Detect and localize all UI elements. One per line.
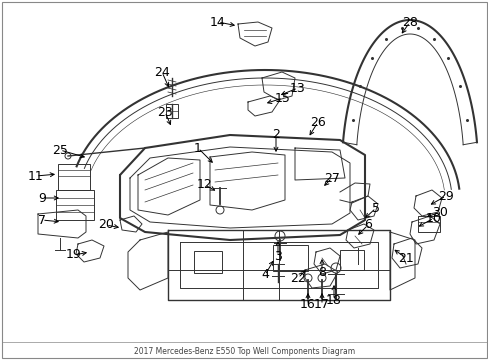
Text: 12: 12 xyxy=(197,179,212,192)
Bar xyxy=(339,250,363,270)
Bar xyxy=(56,190,94,220)
Text: 28: 28 xyxy=(401,15,417,28)
Text: 25: 25 xyxy=(52,144,68,157)
Bar xyxy=(272,245,307,271)
Text: 1: 1 xyxy=(194,141,202,154)
Text: 24: 24 xyxy=(154,66,169,78)
Text: 6: 6 xyxy=(364,219,371,231)
Text: 17: 17 xyxy=(313,298,329,311)
Text: 29: 29 xyxy=(437,189,453,202)
Bar xyxy=(194,251,222,273)
Text: 30: 30 xyxy=(431,206,447,219)
Text: 22: 22 xyxy=(289,271,305,284)
Text: 2: 2 xyxy=(271,129,279,141)
Text: 9: 9 xyxy=(38,192,46,204)
Text: 13: 13 xyxy=(289,81,305,94)
Text: 21: 21 xyxy=(397,252,413,265)
Text: 3: 3 xyxy=(273,249,282,262)
Text: 16: 16 xyxy=(300,298,315,311)
Text: 19: 19 xyxy=(66,248,81,261)
Text: 10: 10 xyxy=(425,211,441,225)
Text: 15: 15 xyxy=(274,91,290,104)
Text: 23: 23 xyxy=(157,105,173,118)
Bar xyxy=(417,216,439,232)
Text: 26: 26 xyxy=(309,116,325,129)
Text: 14: 14 xyxy=(210,15,225,28)
Text: 20: 20 xyxy=(98,219,114,231)
Text: 7: 7 xyxy=(38,213,46,226)
Text: 2017 Mercedes-Benz E550 Top Well Components Diagram: 2017 Mercedes-Benz E550 Top Well Compone… xyxy=(134,347,354,356)
Bar xyxy=(165,104,178,118)
Text: 8: 8 xyxy=(317,266,325,279)
Text: 27: 27 xyxy=(324,171,339,184)
Text: 4: 4 xyxy=(261,269,268,282)
Text: 5: 5 xyxy=(371,202,379,215)
Text: 18: 18 xyxy=(325,293,341,306)
Bar xyxy=(58,164,90,190)
Text: 11: 11 xyxy=(28,170,44,183)
